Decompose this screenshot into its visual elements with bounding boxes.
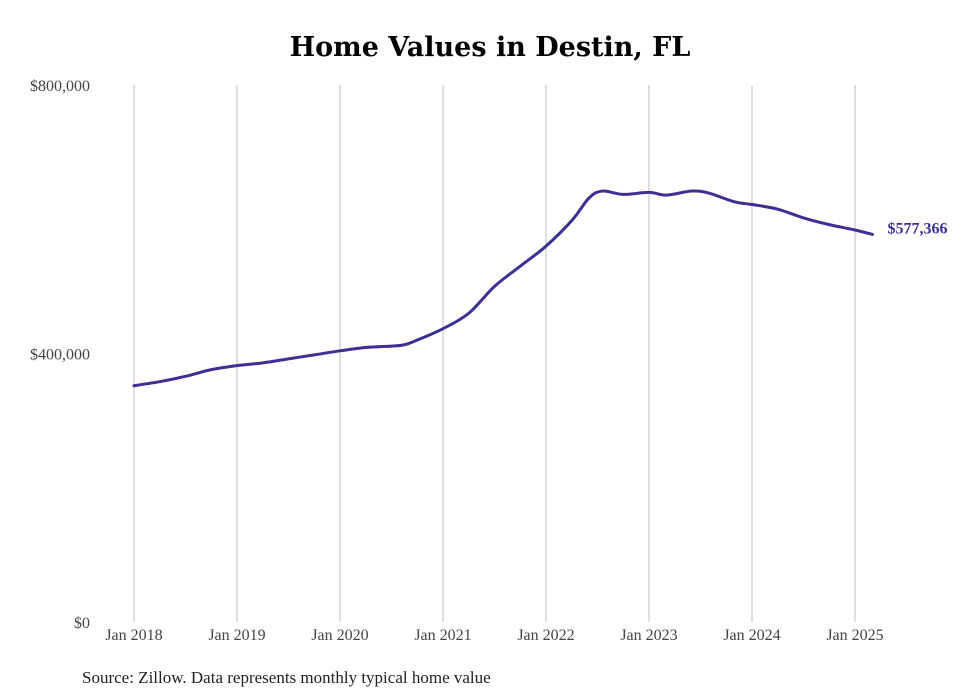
x-tick-label: Jan 2022 bbox=[517, 627, 574, 644]
x-tick-label: Jan 2020 bbox=[311, 627, 368, 644]
y-tick-label: $800,000 bbox=[30, 78, 90, 95]
series-line bbox=[132, 189, 875, 388]
x-tick-label: Jan 2021 bbox=[414, 627, 471, 644]
source-note: Source: Zillow. Data represents monthly … bbox=[82, 668, 491, 687]
x-tick-label: Jan 2019 bbox=[208, 627, 265, 644]
chart-title: Home Values in Destin, FL bbox=[289, 32, 691, 63]
x-tick-label: Jan 2024 bbox=[723, 627, 780, 644]
x-tick-label: Jan 2025 bbox=[826, 627, 883, 644]
end-value-label: $577,366 bbox=[888, 220, 948, 237]
y-tick-label: $400,000 bbox=[30, 347, 90, 364]
x-tick-label: Jan 2018 bbox=[105, 627, 162, 644]
y-tick-label: $0 bbox=[74, 615, 90, 632]
x-tick-label: Jan 2023 bbox=[620, 627, 677, 644]
